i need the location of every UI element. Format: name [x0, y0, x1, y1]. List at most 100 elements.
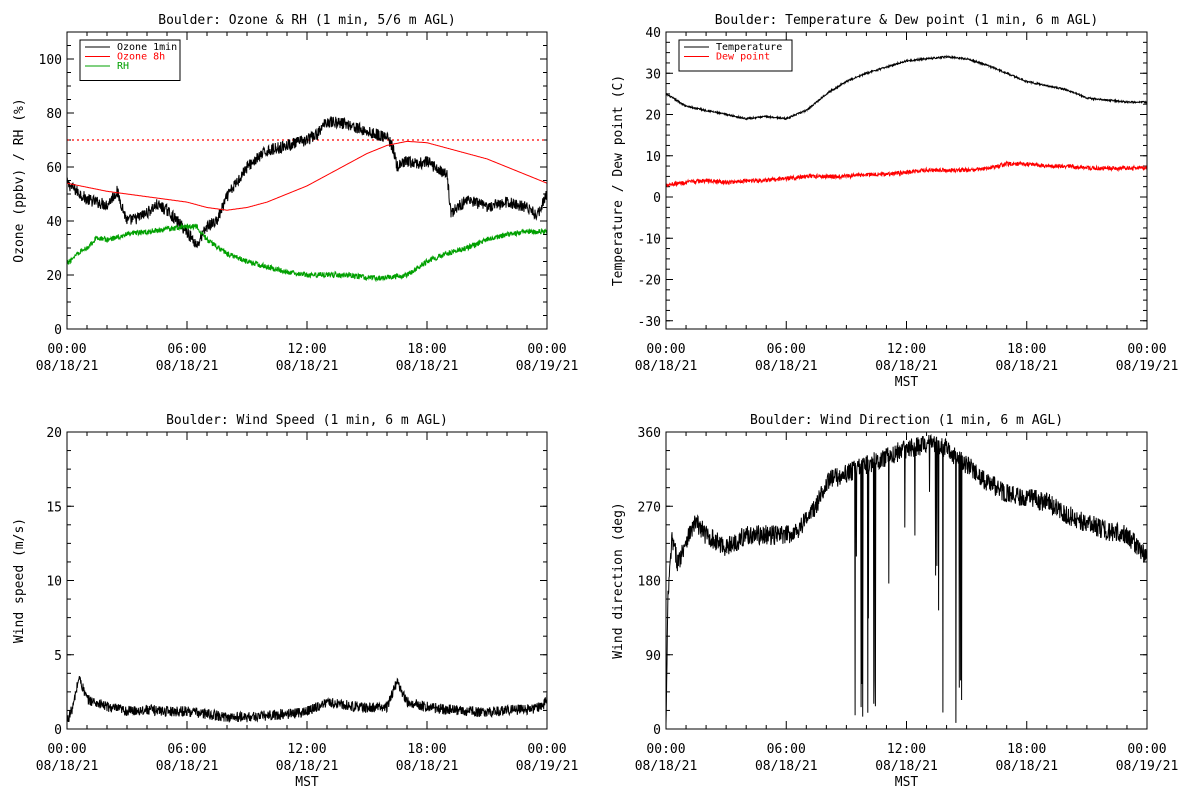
x-tick-time-label: 00:00 [1127, 342, 1166, 357]
y-tick-label: 30 [645, 67, 661, 82]
x-tick-time-label: 06:00 [767, 742, 806, 757]
series-line-rh [67, 222, 547, 283]
legend-label: Dew point [716, 52, 770, 63]
x-tick-time-label: 18:00 [1007, 342, 1046, 357]
x-tick-time-label: 12:00 [287, 342, 326, 357]
y-axis-label: Ozone (ppbv) / RH (%) [12, 98, 27, 262]
legend-label: Ozone 1min [117, 42, 177, 53]
series-line-ozone-8h [67, 140, 547, 211]
x-tick-date-label: 08/18/21 [276, 759, 339, 774]
y-tick-label: -30 [638, 315, 661, 330]
chart-panel-2: Boulder: Temperature & Dew point (1 min,… [611, 13, 1178, 390]
x-tick-date-label: 08/18/21 [635, 759, 698, 774]
y-tick-label: 0 [54, 323, 62, 338]
y-tick-label: 100 [39, 53, 62, 68]
x-tick-time-label: 00:00 [47, 342, 86, 357]
y-tick-label: 5 [54, 649, 62, 664]
x-tick-time-label: 18:00 [407, 742, 446, 757]
y-tick-label: 10 [645, 150, 661, 165]
y-tick-label: 270 [638, 500, 661, 515]
x-axis-label: MST [895, 775, 919, 790]
x-tick-time-label: 00:00 [47, 742, 86, 757]
y-tick-label: 0 [54, 723, 62, 738]
x-tick-date-label: 08/19/21 [516, 359, 579, 374]
legend-box [678, 39, 793, 72]
x-tick-time-label: 00:00 [527, 742, 566, 757]
legend-label: Temperature [716, 42, 782, 53]
y-axis-label: Wind direction (deg) [611, 502, 626, 659]
y-tick-label: 20 [645, 109, 661, 124]
data-layer [666, 54, 1147, 188]
x-axis-label: MST [295, 775, 319, 790]
y-tick-label: 90 [645, 649, 661, 664]
chart-title: Boulder: Ozone & RH (1 min, 5/6 m AGL) [158, 13, 455, 28]
y-tick-label: -10 [638, 232, 661, 247]
chart-panel-1: Boulder: Ozone & RH (1 min, 5/6 m AGL) Oz… [12, 13, 578, 374]
x-tick-date-label: 08/18/21 [276, 359, 339, 374]
x-tick-time-label: 00:00 [646, 342, 685, 357]
x-tick-time-label: 18:00 [1007, 742, 1046, 757]
x-tick-date-label: 08/18/21 [995, 759, 1058, 774]
y-axis-label: Wind speed (m/s) [12, 518, 27, 643]
x-tick-date-label: 08/18/21 [755, 759, 818, 774]
x-tick-time-label: 06:00 [767, 342, 806, 357]
x-tick-date-label: 08/19/21 [516, 759, 579, 774]
series-line-data [67, 675, 547, 723]
x-tick-time-label: 12:00 [287, 742, 326, 757]
x-tick-date-label: 08/18/21 [875, 759, 938, 774]
plot-frame [66, 31, 548, 330]
x-tick-time-label: 06:00 [167, 742, 206, 757]
x-tick-time-label: 12:00 [887, 742, 926, 757]
legend-label: RH [117, 61, 129, 72]
x-tick-time-label: 00:00 [1127, 742, 1166, 757]
legend-label: Ozone 8h [117, 52, 165, 63]
y-tick-label: 180 [638, 575, 661, 590]
y-tick-label: 0 [653, 191, 661, 206]
y-tick-label: 80 [46, 107, 62, 122]
y-tick-label: 15 [46, 500, 62, 515]
x-tick-date-label: 08/18/21 [36, 359, 99, 374]
x-tick-date-label: 08/18/21 [755, 359, 818, 374]
data-layer [666, 433, 1147, 725]
series-line-dew-point [666, 160, 1147, 188]
series-line-data [666, 433, 1147, 725]
chart-title: Boulder: Wind Direction (1 min, 6 m AGL) [750, 413, 1063, 428]
chart-title: Boulder: Temperature & Dew point (1 min,… [715, 13, 1099, 28]
plot-frame [66, 431, 548, 730]
series-line-temperature [666, 54, 1147, 121]
y-tick-label: 60 [46, 161, 62, 176]
data-layer [67, 116, 547, 283]
x-tick-date-label: 08/18/21 [156, 759, 219, 774]
series-line-ozone-1min [67, 116, 547, 249]
chart-panel-3: Boulder: Wind Speed (1 min, 6 m AGL) Wind… [12, 413, 578, 790]
data-layer [67, 675, 547, 723]
y-tick-label: 0 [653, 723, 661, 738]
x-tick-date-label: 08/19/21 [1116, 359, 1179, 374]
y-tick-label: 40 [46, 215, 62, 230]
x-tick-time-label: 00:00 [646, 742, 685, 757]
y-tick-label: -20 [638, 274, 661, 289]
x-tick-date-label: 08/18/21 [995, 359, 1058, 374]
x-tick-time-label: 00:00 [527, 342, 566, 357]
x-tick-date-label: 08/18/21 [36, 759, 99, 774]
x-axis-label: MST [895, 375, 919, 390]
y-tick-label: 20 [46, 426, 62, 441]
chart-panel-4: Boulder: Wind Direction (1 min, 6 m AGL)… [611, 413, 1178, 790]
x-tick-time-label: 06:00 [167, 342, 206, 357]
x-tick-time-label: 18:00 [407, 342, 446, 357]
plot-frame [665, 31, 1148, 330]
x-tick-date-label: 08/18/21 [875, 359, 938, 374]
y-tick-label: 40 [645, 26, 661, 41]
x-tick-date-label: 08/18/21 [396, 359, 459, 374]
x-tick-date-label: 08/18/21 [635, 359, 698, 374]
x-tick-date-label: 08/19/21 [1116, 759, 1179, 774]
x-tick-date-label: 08/18/21 [156, 359, 219, 374]
y-tick-label: 10 [46, 575, 62, 590]
x-tick-date-label: 08/18/21 [396, 759, 459, 774]
plot-frame [665, 431, 1148, 730]
y-axis-label: Temperature / Dew point (C) [611, 75, 626, 286]
x-tick-time-label: 12:00 [887, 342, 926, 357]
chart-title: Boulder: Wind Speed (1 min, 6 m AGL) [166, 413, 448, 428]
